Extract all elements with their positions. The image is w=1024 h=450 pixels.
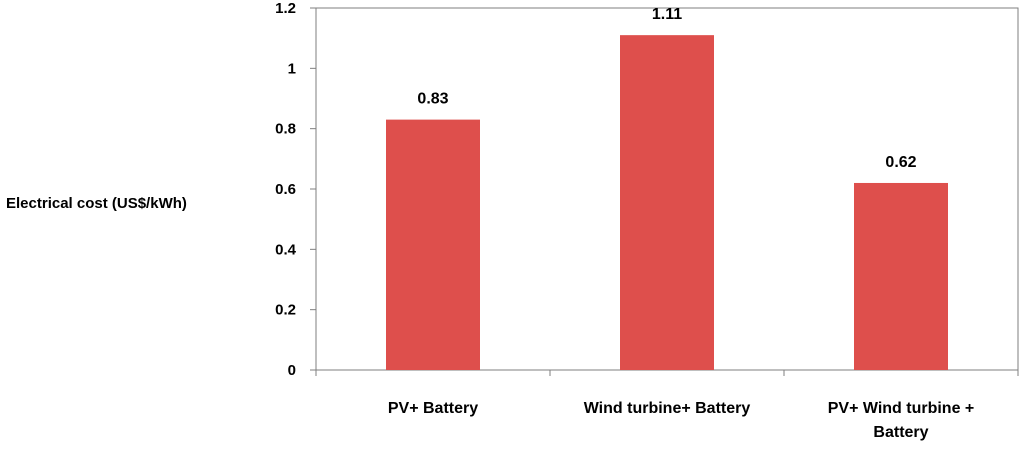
category-labels: PV+ Battery Wind turbine+ Battery PV+ Wind… xyxy=(388,400,974,441)
data-labels: 0.83 1.11 0.62 xyxy=(417,6,916,171)
data-label: 0.83 xyxy=(417,91,448,108)
y-tick-label: 0 xyxy=(288,362,296,379)
bar-series xyxy=(386,35,948,371)
y-tick-label: 1.2 xyxy=(275,0,296,17)
x-axis xyxy=(315,370,1019,376)
y-tick-label: 0.6 xyxy=(275,181,296,198)
category-label: Wind turbine+ Battery xyxy=(584,400,751,417)
category-label: Battery xyxy=(873,424,928,441)
bar xyxy=(386,119,480,370)
y-tick-label: 0.4 xyxy=(275,241,297,258)
y-tick-label: 0.2 xyxy=(275,302,296,319)
category-label: PV+ Battery xyxy=(388,400,478,417)
category-label: PV+ Wind turbine + xyxy=(828,400,975,417)
y-axis-label: Electrical cost (US$/kWh) xyxy=(6,195,187,212)
data-label: 1.11 xyxy=(652,6,682,23)
y-tick-label: 0.8 xyxy=(275,121,296,138)
data-label: 0.62 xyxy=(885,154,916,171)
y-tick-label: 1 xyxy=(288,60,296,77)
bar xyxy=(620,35,714,371)
y-axis: 0 0.2 0.4 0.6 0.8 1 1.2 xyxy=(275,0,316,379)
bar xyxy=(854,182,948,370)
